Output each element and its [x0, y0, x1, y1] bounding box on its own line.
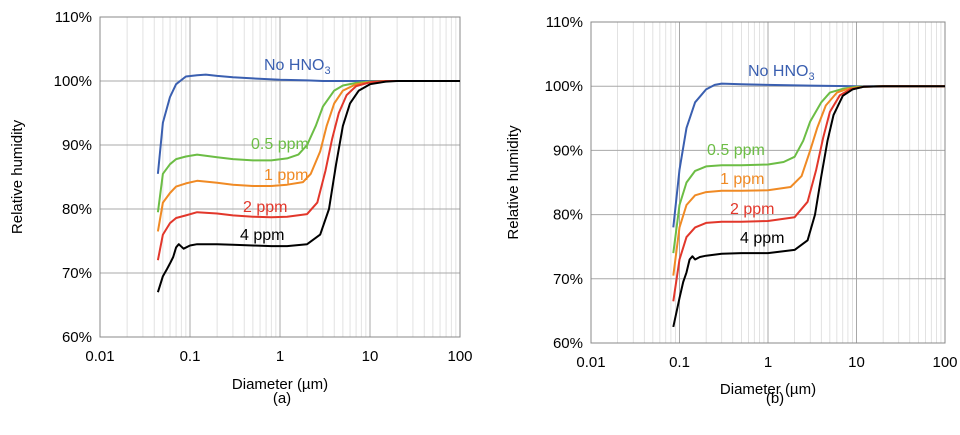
y-tick-label: 100%: [545, 78, 583, 95]
y-tick-label: 90%: [62, 137, 92, 154]
y-tick-label: 100%: [54, 73, 92, 90]
label-subscript: 3: [324, 65, 330, 77]
label-no-hno3: No HNO3: [748, 63, 815, 83]
x-tick-label: 1: [276, 348, 284, 365]
label-0-5-ppm: 0.5 ppm: [707, 142, 765, 159]
label-4-ppm: 4 ppm: [740, 230, 784, 247]
y-tick-label: 70%: [553, 271, 583, 288]
label-subscript: 3: [808, 71, 814, 83]
x-tick-label: 0.1: [180, 348, 201, 365]
label-1-ppm: 1 ppm: [264, 167, 308, 184]
y-tick-label: 70%: [62, 265, 92, 282]
curve-1-ppm: [672, 85, 945, 276]
panel-caption: (b): [766, 390, 784, 407]
y-tick-label: 110%: [55, 9, 92, 26]
label-0-5-ppm: 0.5 ppm: [251, 136, 309, 153]
x-tick-label: 0.01: [85, 348, 114, 365]
curve-no-hno3: [672, 82, 945, 228]
y-tick-label: 110%: [546, 14, 583, 31]
label-2-ppm: 2 ppm: [730, 201, 774, 218]
x-axis-title: Diameter (µm): [720, 381, 816, 398]
plot-area: [590, 21, 946, 344]
label-1-ppm: 1 ppm: [720, 171, 764, 188]
x-tick-label: 0.1: [669, 354, 690, 371]
x-tick-label: 1: [764, 354, 772, 371]
label-4-ppm: 4 ppm: [240, 227, 284, 244]
y-axis-title: Relative humidity: [9, 119, 26, 234]
x-tick-label: 10: [362, 348, 379, 365]
curve-0-5-ppm: [156, 80, 460, 213]
chart-panel-a: 60% 70% 80% 90% 100% 110% 0.01 0.1 1 10 100 Diamete…: [9, 9, 473, 407]
curve-4-ppm: [156, 80, 460, 293]
y-axis-title: Relative humidity: [505, 125, 522, 240]
y-tick-label: 80%: [553, 207, 583, 224]
curve-2-ppm: [672, 85, 945, 302]
x-tick-label: 0.01: [576, 354, 605, 371]
label-no-hno3: No HNO3: [264, 57, 331, 77]
y-tick-label: 90%: [553, 142, 583, 159]
y-tick-label: 60%: [62, 329, 92, 346]
y-tick-label: 80%: [62, 201, 92, 218]
label-2-ppm: 2 ppm: [243, 199, 287, 216]
curve-2-ppm: [156, 80, 460, 261]
curve-4-ppm: [672, 85, 945, 328]
x-tick-label: 100: [447, 348, 472, 365]
curve-0-5-ppm: [672, 85, 945, 254]
chart-panel-b: 60% 70% 80% 90% 100% 110% 0.01 0.1 1 10 100 Diamete…: [505, 14, 958, 407]
plot-area: [99, 16, 461, 338]
curve-no-hno3: [156, 73, 460, 174]
panel-caption: (a): [273, 390, 291, 407]
x-axis-title: Diameter (µm): [232, 376, 328, 393]
y-tick-label: 60%: [553, 335, 583, 352]
x-tick-label: 100: [932, 354, 957, 371]
x-tick-label: 10: [848, 354, 865, 371]
